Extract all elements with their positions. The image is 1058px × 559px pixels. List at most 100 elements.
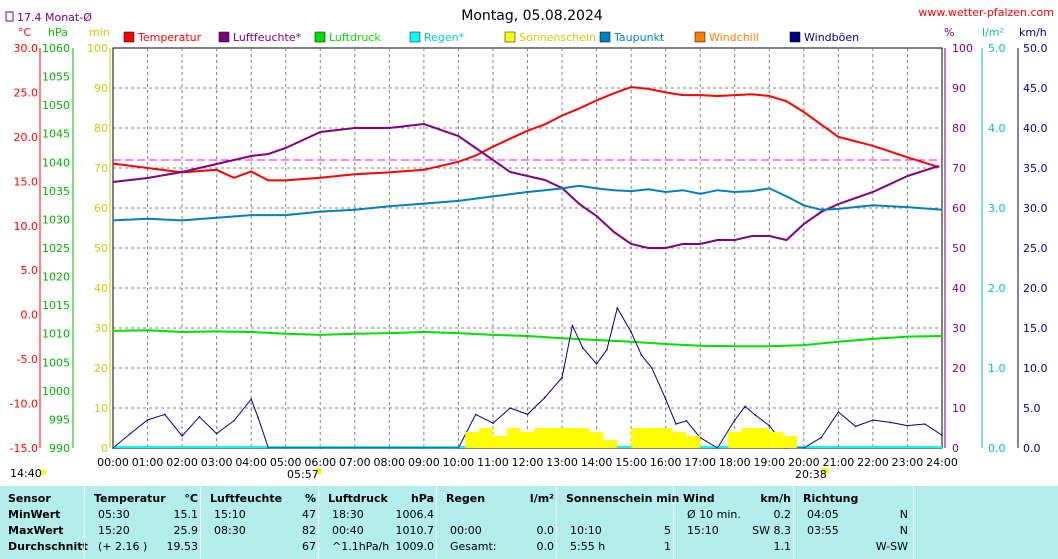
series-point-2 bbox=[457, 332, 460, 334]
series-point-4 bbox=[837, 411, 840, 413]
series-point-0 bbox=[647, 88, 650, 90]
series-point-4 bbox=[606, 348, 608, 351]
chart-marks bbox=[112, 86, 943, 449]
series-point-3 bbox=[768, 187, 771, 190]
temp-tick-label: 0.0 bbox=[21, 309, 39, 322]
series-point-3 bbox=[388, 205, 391, 208]
sunshine-bar bbox=[589, 432, 604, 448]
series-point-3 bbox=[595, 187, 598, 190]
series-point-0 bbox=[768, 95, 771, 97]
series-point-4 bbox=[581, 347, 584, 349]
legend-swatch bbox=[123, 31, 135, 43]
series-point-3 bbox=[906, 206, 909, 208]
rain-tick-label: 3.0 bbox=[988, 202, 1006, 215]
legend-swatch bbox=[789, 31, 801, 43]
series-point-0 bbox=[716, 95, 719, 97]
series-point-3 bbox=[751, 190, 753, 192]
table-divider bbox=[84, 486, 85, 559]
series-point-4 bbox=[803, 447, 805, 449]
stats-table: Sensor MinWert MaxWert Durchschnitt Temperat… bbox=[0, 486, 1058, 559]
minutes-tick-label: 80 bbox=[94, 122, 108, 135]
pressure-tick-label: 1010 bbox=[42, 328, 70, 341]
series-point-2 bbox=[284, 332, 287, 335]
series-point-2 bbox=[353, 332, 356, 335]
minutes-tick-label: 10 bbox=[94, 402, 108, 415]
chart-title: Montag, 05.08.2024 bbox=[461, 8, 603, 24]
legend-swatch bbox=[409, 31, 421, 43]
table-divider bbox=[793, 486, 794, 559]
temp-tick-label: 15.0 bbox=[14, 175, 39, 188]
rain-tick-label: 0.0 bbox=[988, 442, 1006, 455]
series-point-3 bbox=[457, 200, 460, 202]
series-point-1 bbox=[319, 131, 322, 133]
series-point-1 bbox=[837, 203, 840, 205]
series-point-4 bbox=[257, 416, 259, 419]
table-cell-value: SW 8.3 bbox=[752, 524, 791, 537]
series-point-1 bbox=[682, 243, 684, 245]
series-point-0 bbox=[613, 92, 615, 95]
chart-labels: 00:00 01:00 02:00 03:00 04:00 05:00 06:00 07:00… bbox=[10, 31, 1048, 475]
pressure-tick-label: 1040 bbox=[42, 156, 70, 169]
table-cell-value: 0.0 bbox=[536, 540, 555, 553]
start-time: 14:40 bbox=[10, 467, 42, 480]
table-cell-value: 15.1 bbox=[173, 508, 199, 521]
series-point-2 bbox=[872, 338, 874, 340]
table-cell-value: 25.9 bbox=[173, 524, 199, 537]
series-point-0 bbox=[319, 176, 322, 179]
series-point-1 bbox=[181, 171, 183, 173]
table-divider bbox=[200, 486, 201, 559]
sunshine-bar bbox=[548, 428, 563, 448]
series-point-0 bbox=[664, 91, 667, 94]
series-point-4 bbox=[284, 447, 287, 449]
sunshine-bar bbox=[520, 432, 535, 448]
humidity-tick-label: 100 bbox=[952, 42, 973, 55]
pressure-tick-label: 1005 bbox=[42, 356, 70, 369]
series-point-0 bbox=[906, 156, 909, 159]
column-unit: l/m² bbox=[529, 492, 554, 505]
column-header: Regen bbox=[446, 492, 486, 505]
series-point-2 bbox=[941, 335, 943, 337]
x-tick-label: 12:00 bbox=[512, 456, 544, 469]
rain-tick-label: 2.0 bbox=[988, 282, 1006, 295]
series-point-2 bbox=[768, 345, 771, 348]
series-point-4 bbox=[457, 447, 460, 449]
series-point-1 bbox=[526, 175, 529, 177]
series-point-1 bbox=[492, 159, 494, 161]
series-point-1 bbox=[457, 135, 460, 137]
series-point-4 bbox=[215, 432, 218, 435]
rain-tick-label: 4.0 bbox=[988, 122, 1006, 135]
pressure-tick-label: 1055 bbox=[42, 71, 70, 84]
table-cell-time: 03:55 bbox=[807, 524, 839, 537]
series-point-1 bbox=[353, 127, 356, 129]
pressure-tick-label: 1025 bbox=[42, 242, 70, 255]
series-line-4 bbox=[112, 306, 943, 449]
series-point-2 bbox=[906, 335, 909, 338]
source-link[interactable]: www.wetter-pfalzen.com bbox=[918, 6, 1054, 19]
series-point-4 bbox=[146, 419, 149, 421]
series-point-1 bbox=[146, 177, 149, 179]
series-point-4 bbox=[923, 423, 926, 425]
x-tick-label: 08:00 bbox=[373, 456, 405, 469]
month-avg-label: 17.4 Monat-Ø bbox=[17, 11, 92, 24]
x-tick-label: 01:00 bbox=[132, 456, 164, 469]
series-point-0 bbox=[803, 111, 805, 113]
sunshine-bar bbox=[492, 436, 507, 448]
series-point-2 bbox=[803, 344, 805, 346]
series-point-4 bbox=[509, 407, 512, 409]
column-header: Luftfeuchte bbox=[210, 492, 283, 505]
column-unit: °C bbox=[184, 492, 198, 505]
series-point-4 bbox=[571, 324, 574, 327]
table-cell-value: 19.53 bbox=[166, 540, 199, 553]
table-cell-time: ^1.1hPa/h bbox=[332, 540, 390, 553]
sunshine-bar bbox=[658, 428, 673, 448]
series-point-0 bbox=[146, 167, 149, 169]
row-label: MinWert bbox=[8, 508, 61, 521]
humidity-tick-label: 20 bbox=[952, 362, 966, 375]
table-cell-time: 15:10 bbox=[214, 508, 246, 521]
series-point-1 bbox=[613, 231, 615, 233]
wind-unit: km/h bbox=[1019, 26, 1047, 39]
series-point-3 bbox=[284, 214, 287, 216]
table-cell-time: 5:55 h bbox=[570, 540, 606, 553]
pressure-tick-label: 995 bbox=[49, 413, 70, 426]
sunshine-bar bbox=[631, 428, 645, 448]
